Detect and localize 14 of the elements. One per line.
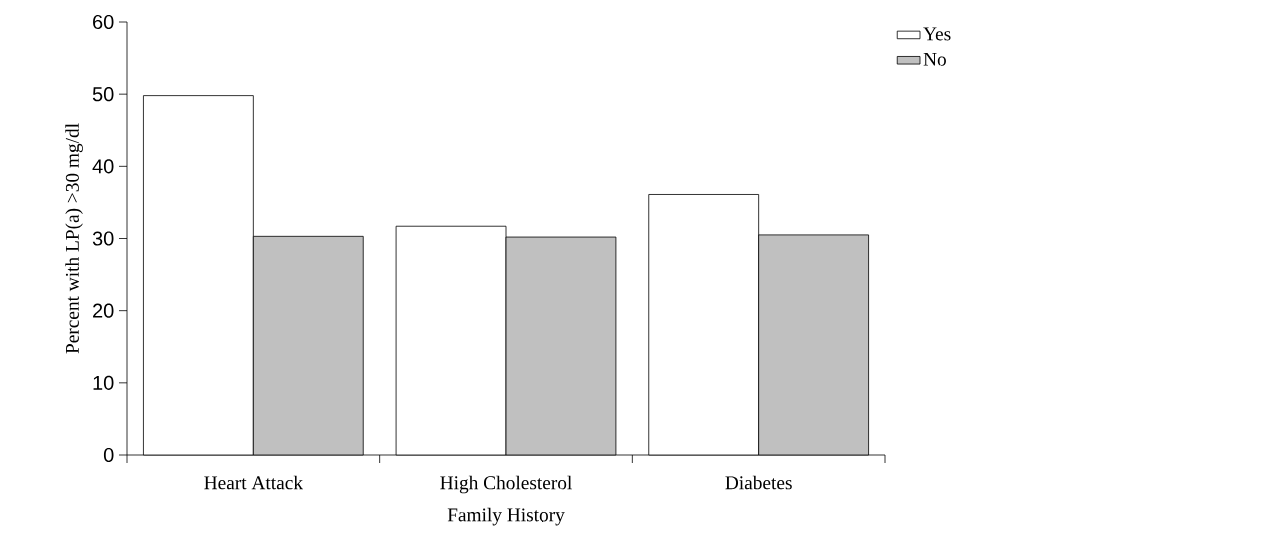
legend-label: Yes [923,27,951,41]
y-tick-label: 60 [93,14,114,30]
y-tick-label: 10 [93,375,114,390]
y-axis-title: Percent with LP(a) >30 mg/dl [65,123,83,354]
x-axis-title: Family History [447,507,565,526]
x-tick-label: Heart Attack [204,475,304,490]
y-tick-label: 30 [92,231,114,246]
x-tick-label: High Cholesterol [440,475,572,494]
y-tick-label: 20 [93,303,114,318]
legend-label: No [923,52,946,66]
y-tick-label: 40 [92,159,114,174]
y-tick-label: 0 [103,447,114,463]
y-tick-label: 50 [92,87,114,102]
x-tick-label: Diabetes [725,475,792,490]
